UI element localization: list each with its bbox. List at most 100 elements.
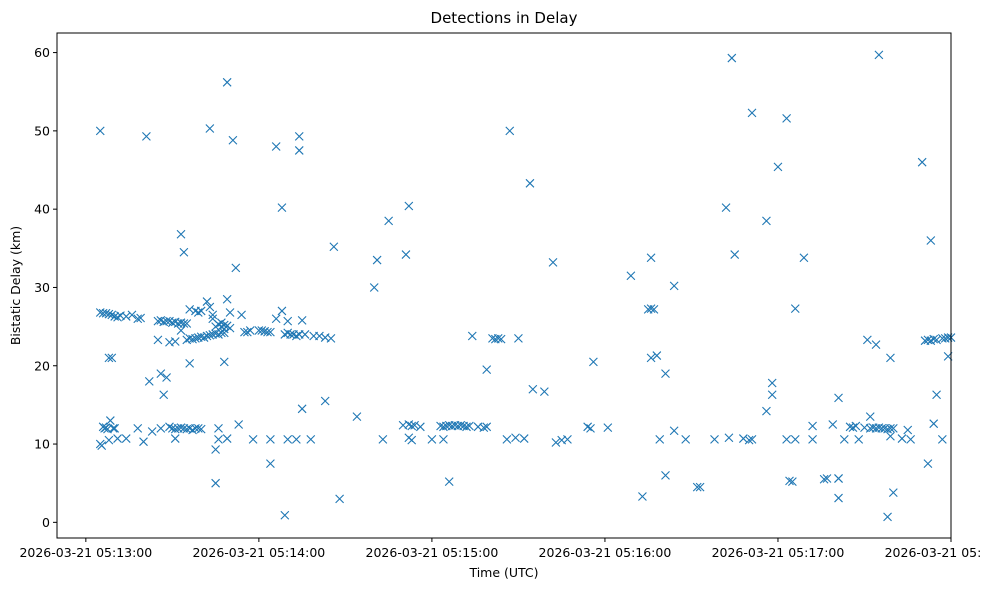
data-point bbox=[266, 434, 275, 444]
axis-ticks-group: 2026-03-21 05:13:00 2026-03-21 05:14:00 20… bbox=[19, 45, 981, 560]
data-point bbox=[747, 108, 757, 118]
x-tick-label: 2026-03-21 05:18:00 bbox=[885, 545, 981, 560]
data-point bbox=[107, 353, 117, 363]
data-point bbox=[179, 319, 189, 328]
data-point bbox=[646, 353, 656, 363]
data-point bbox=[415, 422, 425, 432]
data-point bbox=[721, 203, 731, 212]
data-point bbox=[113, 434, 122, 443]
data-point bbox=[883, 512, 892, 522]
data-point bbox=[790, 434, 800, 444]
data-point bbox=[465, 421, 474, 431]
x-tick-label: 2026-03-21 05:15:00 bbox=[366, 545, 499, 560]
data-point bbox=[104, 353, 114, 363]
data-point bbox=[401, 250, 411, 259]
data-point bbox=[214, 423, 223, 433]
data-point bbox=[176, 423, 186, 432]
data-point bbox=[923, 459, 933, 469]
y-tick-label: 10 bbox=[34, 437, 50, 452]
data-point bbox=[222, 294, 232, 304]
data-point bbox=[646, 304, 656, 313]
data-point bbox=[407, 435, 417, 445]
data-point bbox=[730, 250, 740, 259]
data-point bbox=[222, 434, 232, 443]
y-tick-label: 40 bbox=[34, 202, 50, 217]
data-point bbox=[937, 333, 947, 343]
data-point bbox=[851, 421, 861, 431]
data-point bbox=[583, 422, 593, 432]
data-point bbox=[156, 369, 166, 378]
data-point bbox=[286, 330, 295, 339]
data-point bbox=[283, 328, 293, 338]
data-point bbox=[300, 330, 310, 339]
data-point bbox=[225, 308, 235, 317]
data-point bbox=[271, 314, 281, 324]
data-point bbox=[496, 334, 506, 344]
y-axis-label: Bistatic Delay (km) bbox=[8, 226, 23, 345]
data-point bbox=[271, 142, 281, 151]
scatter-points-group bbox=[95, 50, 956, 522]
data-point bbox=[133, 423, 143, 433]
data-point bbox=[638, 492, 647, 501]
data-point bbox=[926, 236, 936, 245]
data-point bbox=[176, 326, 186, 335]
data-point bbox=[626, 271, 636, 281]
data-point bbox=[865, 412, 875, 422]
data-point bbox=[297, 404, 307, 414]
data-point bbox=[661, 470, 670, 480]
data-point bbox=[297, 315, 307, 325]
data-point bbox=[539, 387, 549, 396]
data-point bbox=[127, 310, 137, 320]
data-point bbox=[528, 384, 538, 394]
data-point bbox=[199, 333, 209, 342]
data-point bbox=[482, 365, 492, 375]
data-point bbox=[929, 334, 939, 344]
data-point bbox=[410, 420, 419, 430]
data-point bbox=[231, 263, 241, 273]
data-point bbox=[283, 434, 293, 444]
data-point bbox=[369, 283, 379, 292]
data-point bbox=[320, 396, 330, 406]
data-point bbox=[219, 357, 229, 367]
data-point bbox=[762, 216, 771, 226]
data-point bbox=[142, 131, 151, 141]
data-point bbox=[170, 424, 180, 434]
data-point bbox=[335, 494, 345, 504]
data-point bbox=[479, 423, 489, 432]
data-point bbox=[263, 327, 272, 337]
data-point bbox=[136, 313, 146, 323]
data-point bbox=[294, 131, 304, 141]
data-point bbox=[329, 242, 339, 252]
data-point bbox=[182, 319, 192, 328]
data-point bbox=[456, 420, 466, 430]
data-point bbox=[170, 337, 180, 346]
data-point bbox=[162, 316, 171, 326]
data-point bbox=[787, 477, 797, 487]
data-point bbox=[782, 113, 792, 123]
data-point bbox=[839, 434, 849, 444]
data-point bbox=[808, 434, 817, 444]
data-point bbox=[710, 434, 719, 444]
data-point bbox=[467, 331, 477, 341]
data-point bbox=[897, 434, 907, 443]
data-point bbox=[378, 434, 388, 444]
x-tick-label: 2026-03-21 05:14:00 bbox=[192, 545, 325, 560]
y-tick-label: 30 bbox=[34, 280, 50, 295]
data-point bbox=[404, 201, 414, 211]
data-point bbox=[133, 314, 143, 324]
data-point bbox=[808, 421, 817, 431]
data-point bbox=[372, 255, 382, 265]
data-point bbox=[511, 433, 520, 443]
data-point bbox=[937, 434, 947, 444]
data-point bbox=[482, 422, 492, 432]
data-point bbox=[724, 433, 734, 443]
data-point bbox=[219, 324, 229, 334]
data-point bbox=[767, 378, 777, 388]
data-point bbox=[179, 247, 189, 257]
data-point bbox=[294, 146, 304, 155]
data-point bbox=[219, 328, 229, 338]
plot-area-frame bbox=[56, 32, 952, 539]
data-point bbox=[191, 333, 200, 343]
